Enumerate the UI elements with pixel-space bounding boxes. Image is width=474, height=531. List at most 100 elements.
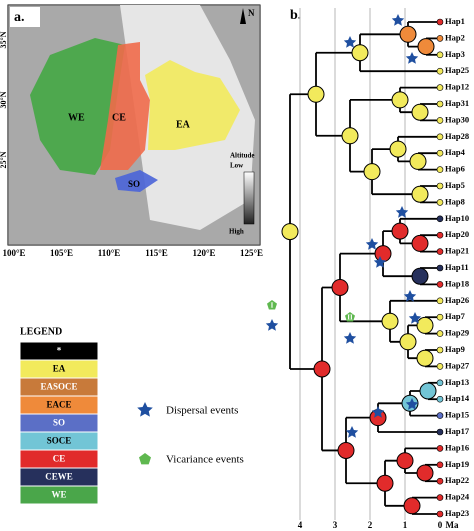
region-label: SO — [128, 179, 140, 189]
tip-label: Hap6 — [445, 164, 465, 174]
tip-label: Hap23 — [445, 508, 469, 518]
event-legend: Dispersal events Vicariance events — [137, 402, 244, 466]
node-pie — [399, 333, 417, 351]
altitude-low: Low — [230, 162, 244, 170]
longitude-label: 100°E — [2, 248, 25, 258]
legend-label: SO — [53, 418, 65, 428]
node-pie — [281, 223, 299, 241]
region-we — [30, 38, 125, 175]
tip-dot — [436, 84, 444, 91]
region-label: CE — [112, 112, 126, 123]
legend: LEGEND — [20, 326, 62, 337]
node-pie — [391, 222, 409, 240]
tip-dot — [436, 428, 444, 436]
latitude-label: 30°N — [0, 91, 8, 108]
axis-tick-label: 0 — [438, 520, 443, 530]
dispersal-star — [405, 398, 419, 410]
tip-label: Hap19 — [445, 459, 469, 469]
tip-label: Hap24 — [445, 492, 470, 502]
legend-label: EA — [53, 364, 66, 374]
tip-label: Hap31 — [445, 98, 469, 108]
vicariance-label: Vicariance events — [166, 454, 244, 466]
legend-title: LEGEND — [20, 326, 62, 337]
north-arrow — [240, 8, 246, 24]
tip-dot — [436, 149, 444, 157]
region-label: WE — [68, 112, 85, 123]
tip-dot — [436, 264, 444, 272]
tip-label: Hap7 — [445, 311, 466, 321]
tip-dot — [436, 18, 444, 26]
pentagon-icon — [139, 453, 151, 465]
node-pie — [341, 127, 359, 145]
tip-label: Hap14 — [445, 393, 470, 403]
node-pie — [416, 349, 434, 367]
node-pie — [416, 316, 434, 334]
node-pie — [376, 474, 394, 492]
tip-label: Hap18 — [445, 278, 469, 288]
node-pie — [411, 103, 429, 121]
tip-label: Hap5 — [445, 180, 465, 190]
axis-tick-label: 2 — [368, 520, 373, 530]
tip-label: Hap25 — [445, 65, 469, 75]
dispersal-star — [395, 206, 409, 218]
tip-label: Hap30 — [445, 114, 469, 124]
node-pie — [411, 234, 429, 252]
node-pie — [409, 152, 427, 170]
longitude-label: 125°E — [240, 248, 263, 258]
tip-dot — [436, 117, 444, 124]
tip-label: Hap22 — [445, 475, 469, 485]
node-pie — [363, 163, 381, 181]
tip-dot — [436, 199, 444, 206]
tip-dot — [436, 346, 444, 354]
tip-label: Hap26 — [445, 295, 469, 305]
node-pie — [381, 312, 399, 330]
legend-label: CEWE — [45, 472, 73, 482]
star-icon — [137, 402, 153, 417]
tree-panel: b. 4 3 2 1 0 Ma Hap1 Hap2 Hap3 Hap25 Hap12 Hap31 Hap… — [265, 8, 470, 530]
tip-dot — [436, 379, 444, 387]
tip-dot — [436, 477, 444, 485]
tip-dot — [436, 313, 444, 321]
node-pie — [396, 452, 414, 470]
node-pie — [411, 267, 429, 285]
tip-dot — [436, 100, 444, 108]
map-panel: a. WE CE EA SO N Altitude Low High — [7, 4, 261, 246]
region-so — [115, 170, 158, 192]
node-pie — [337, 441, 355, 459]
vicariance-pentagon — [267, 300, 277, 310]
tip-label: Hap4 — [445, 147, 466, 157]
panel-label: b. — [290, 8, 301, 23]
tip-label: Hap8 — [445, 196, 465, 206]
tip-label: Hap3 — [445, 49, 465, 59]
node-pie — [391, 91, 409, 109]
node-pie — [313, 360, 331, 378]
dispersal-star — [391, 14, 405, 26]
legend-label: * — [57, 346, 62, 356]
legend-label: EASOCE — [40, 382, 77, 392]
latitude-label: 25°N — [0, 151, 8, 168]
node-pie — [403, 497, 421, 515]
tip-dot — [436, 363, 444, 370]
region-ea — [145, 60, 240, 150]
region-ce — [100, 42, 150, 170]
node-pie — [399, 25, 417, 43]
legend-swatch — [19, 485, 99, 505]
tip-label: Hap27 — [445, 360, 470, 370]
dispersal-star — [408, 312, 422, 324]
panel-label: a. — [14, 10, 25, 25]
tip-label: Hap28 — [445, 131, 469, 141]
tip-label: Hap1 — [445, 16, 465, 26]
node-label: I — [271, 302, 274, 310]
dispersal-label: Dispersal events — [166, 405, 238, 417]
tip-dot — [436, 461, 444, 469]
dispersal-star — [405, 52, 419, 64]
legend-label: SOCE — [47, 436, 72, 446]
legend-label: WE — [51, 490, 66, 500]
axis-unit: Ma — [446, 520, 459, 530]
tip-dot — [436, 330, 444, 337]
tip-label: Hap2 — [445, 32, 465, 42]
tip-label: Hap20 — [445, 229, 469, 239]
region-label: EA — [176, 119, 191, 130]
dispersal-star — [345, 426, 359, 438]
tip-dot — [436, 166, 444, 173]
